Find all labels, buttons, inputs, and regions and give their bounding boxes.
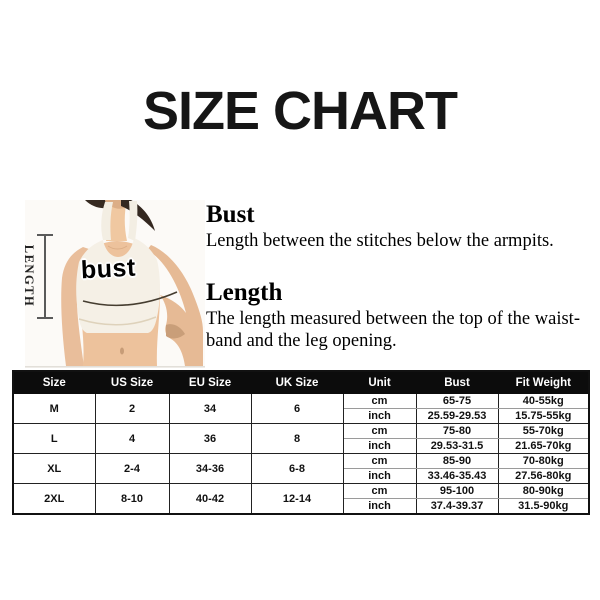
header-fit-weight: Fit Weight: [497, 370, 590, 394]
uk-size-cell: 6: [250, 393, 344, 424]
header-us-size: US Size: [94, 370, 170, 394]
size-cell: 2XL: [12, 483, 96, 515]
us-size-cell: 2: [94, 393, 170, 424]
eu-size-cell: 34-36: [168, 453, 252, 484]
header-unit: Unit: [342, 370, 417, 394]
unit-cell: inch: [342, 468, 417, 484]
us-size-cell: 2-4: [94, 453, 170, 484]
bust-cell: 25.59-29.53: [415, 408, 499, 424]
table-row-xl-cm: XL 2-4 34-36 6-8 cm 85-90 70-80kg: [12, 453, 590, 484]
table-row-2xl-inch: inch 37.4-39.37 31.5-90kg: [13, 498, 590, 515]
weight-cell: 31.5-90kg: [497, 498, 590, 515]
weight-cell: 15.75-55kg: [497, 408, 590, 424]
bust-cell: 75-80: [415, 423, 499, 439]
table-row-l-inch: inch 29.53-31.5 21.65-70kg: [13, 438, 590, 454]
model-illustration: [25, 200, 205, 368]
table-header-row: Size US Size EU Size UK Size Unit Bust F…: [12, 370, 590, 394]
weight-cell: 70-80kg: [497, 453, 590, 469]
us-size-cell: 8-10: [94, 483, 170, 515]
bust-cell: 33.46-35.43: [415, 468, 499, 484]
header-uk-size: UK Size: [250, 370, 344, 394]
unit-cell: inch: [342, 498, 417, 515]
bust-cell: 95-100: [415, 483, 499, 499]
weight-cell: 27.56-80kg: [497, 468, 590, 484]
unit-cell: cm: [342, 393, 417, 409]
bust-definition-heading: Bust: [206, 201, 255, 228]
bust-cell: 85-90: [415, 453, 499, 469]
unit-cell: inch: [342, 438, 417, 454]
eu-size-cell: 36: [168, 423, 252, 454]
size-chart-table: Size US Size EU Size UK Size Unit Bust F…: [12, 370, 590, 515]
length-definition-line2: band and the leg opening.: [206, 330, 397, 351]
header-eu-size: EU Size: [168, 370, 252, 394]
unit-cell: cm: [342, 453, 417, 469]
eu-size-cell: 34: [168, 393, 252, 424]
bust-definition: Bust Length between the stitches below t…: [206, 202, 592, 253]
model-photo: LENGTH bust: [22, 200, 205, 368]
length-definition-text: The length measured between the top of t…: [206, 309, 592, 353]
us-size-cell: 4: [94, 423, 170, 454]
weight-cell: 55-70kg: [497, 423, 590, 439]
weight-cell: 80-90kg: [497, 483, 590, 499]
size-cell: L: [12, 423, 96, 454]
table-row-l-cm: L 4 36 8 cm 75-80 55-70kg: [12, 423, 590, 454]
bust-annotation-label: bust: [80, 253, 137, 285]
bust-cell: 29.53-31.5: [415, 438, 499, 454]
length-definition-line1: The length measured between the top of t…: [206, 308, 580, 329]
table-row-2xl-cm: 2XL 8-10 40-42 12-14 cm 95-100 80-90kg: [12, 483, 590, 515]
bust-measure-line: [82, 291, 178, 307]
size-cell: M: [12, 393, 96, 424]
header-bust: Bust: [415, 370, 499, 394]
uk-size-cell: 12-14: [250, 483, 344, 515]
page-title: SIZE CHART: [143, 81, 458, 141]
table-row-m-cm: M 2 34 6 cm 65-75 40-55kg: [12, 393, 590, 424]
bust-cell: 65-75: [415, 393, 499, 409]
weight-cell: 40-55kg: [497, 393, 590, 409]
size-cell: XL: [12, 453, 96, 484]
length-definition: Length The length measured between the t…: [206, 280, 592, 353]
unit-cell: inch: [342, 408, 417, 424]
eu-size-cell: 40-42: [168, 483, 252, 515]
unit-cell: cm: [342, 423, 417, 439]
bust-definition-text: Length between the stitches below the ar…: [206, 231, 554, 251]
length-ruler-line: [44, 235, 46, 318]
table-row-m-inch: inch 25.59-29.53 15.75-55kg: [13, 408, 590, 424]
bust-cell: 37.4-39.37: [415, 498, 499, 515]
unit-cell: cm: [342, 483, 417, 499]
uk-size-cell: 6-8: [250, 453, 344, 484]
length-ruler-cap-bottom: [37, 317, 53, 319]
weight-cell: 21.65-70kg: [497, 438, 590, 454]
header-size: Size: [12, 370, 96, 394]
uk-size-cell: 8: [250, 423, 344, 454]
length-axis-label: LENGTH: [22, 244, 36, 308]
length-definition-heading: Length: [206, 278, 283, 306]
measurement-definitions: Bust Length between the stitches below t…: [206, 202, 592, 352]
